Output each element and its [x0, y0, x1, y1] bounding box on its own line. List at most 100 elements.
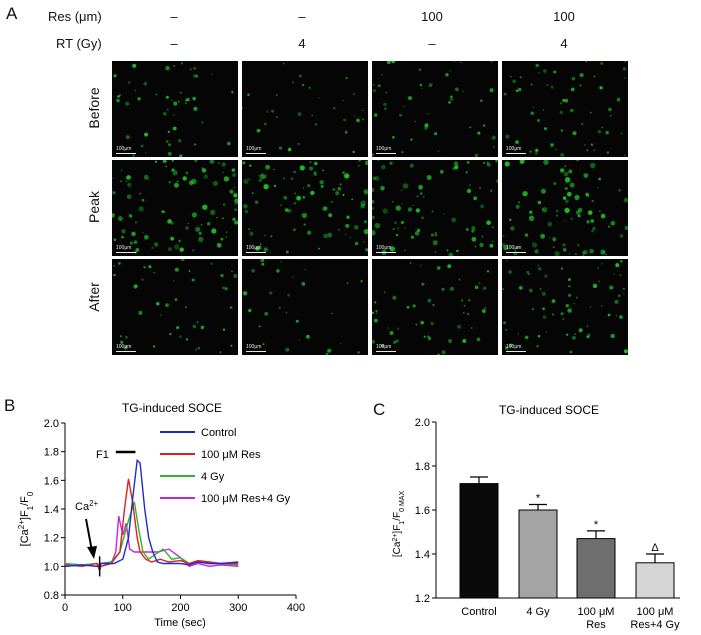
category-label-1: Control	[461, 606, 496, 618]
cell-dot	[410, 235, 415, 239]
cell-dot	[120, 335, 122, 338]
cell-dot	[609, 285, 614, 290]
cell-dot	[346, 282, 349, 285]
cell-dot	[264, 234, 266, 237]
cell-dot	[502, 234, 505, 237]
cell-dot	[363, 241, 365, 243]
cell-dot	[421, 282, 425, 286]
cell-dot	[461, 299, 464, 302]
cell-dot	[395, 234, 399, 237]
cell-dot	[167, 219, 172, 224]
cell-dot	[201, 168, 207, 173]
cell-dot	[372, 339, 376, 344]
cell-dot	[591, 230, 594, 233]
cell-dot	[550, 85, 554, 89]
cell-dot	[387, 327, 389, 329]
y-tick-label: 2.0	[415, 417, 430, 429]
scale-bar: 100μm	[506, 146, 526, 154]
cell-dot	[381, 164, 386, 170]
cell-dot	[624, 154, 627, 157]
cell-dot	[448, 339, 453, 343]
cell-dot	[467, 313, 469, 315]
cell-dot	[449, 97, 454, 101]
micrograph-peak-1: 100μm	[112, 160, 238, 256]
cell-dot	[409, 262, 412, 264]
cell-dot	[579, 74, 581, 76]
cell-dot	[172, 170, 178, 176]
cell-dot	[287, 209, 292, 213]
cell-dot	[307, 230, 312, 235]
scale-bar: 100μm	[246, 245, 266, 253]
cell-dot	[340, 342, 342, 344]
cell-dot	[185, 306, 187, 308]
cell-dot	[233, 193, 238, 198]
cell-dot	[532, 308, 535, 311]
cell-dot	[436, 266, 441, 270]
cell-dot	[165, 95, 169, 99]
cell-dot	[188, 270, 191, 272]
cell-dot	[562, 243, 566, 247]
fluorescence-cells	[372, 61, 496, 157]
cell-dot	[170, 236, 175, 241]
cell-dot	[297, 112, 302, 117]
cell-dot	[285, 208, 289, 212]
f1-annotation: F1	[96, 449, 109, 461]
cell-dot	[154, 160, 158, 163]
cell-dot	[579, 73, 584, 78]
cell-dot	[287, 147, 292, 152]
cell-dot	[457, 324, 462, 329]
cell-dot	[483, 124, 486, 127]
rt-label: RT (Gy)	[56, 36, 102, 51]
cell-dot	[177, 138, 182, 143]
cell-dot	[209, 160, 215, 164]
cell-dot	[222, 217, 224, 220]
cell-dot	[291, 81, 295, 84]
cell-dot	[285, 311, 288, 314]
cell-dot	[193, 74, 197, 78]
cell-dot	[222, 171, 224, 174]
scale-bar: 100μm	[376, 146, 396, 154]
cell-dot	[592, 226, 596, 231]
cell-dot	[541, 291, 546, 296]
cell-dot	[116, 98, 120, 103]
cell-dot	[622, 67, 627, 71]
cell-dot	[201, 121, 204, 124]
cell-dot	[542, 109, 544, 111]
cell-dot	[449, 286, 454, 291]
cell-dot	[373, 318, 378, 323]
cell-dot	[292, 228, 296, 232]
cell-dot	[176, 326, 180, 330]
cell-dot	[559, 110, 564, 115]
cell-dot	[395, 339, 399, 343]
cell-dot	[363, 189, 368, 195]
cell-dot	[162, 160, 167, 163]
cell-dot	[480, 99, 483, 102]
panel-label-a: A	[6, 4, 18, 23]
bar-3	[576, 538, 616, 599]
cell-dot	[560, 168, 565, 173]
cell-dot	[374, 176, 380, 181]
cell-dot	[489, 243, 494, 248]
cell-dot	[231, 90, 234, 94]
cell-dot	[456, 249, 459, 253]
fluorescence-cells	[113, 62, 234, 157]
cell-dot	[283, 62, 285, 65]
cell-dot	[179, 154, 183, 157]
cell-dot	[574, 194, 580, 200]
micrograph-after-2: 100μm	[242, 259, 368, 355]
cell-dot	[372, 215, 375, 220]
cell-dot	[172, 126, 177, 131]
cell-dot	[407, 207, 413, 212]
cell-dot	[212, 180, 218, 187]
scale-bar: 100μm	[116, 146, 136, 154]
cell-dot	[248, 178, 251, 181]
cell-dot	[535, 151, 538, 155]
cell-dot	[530, 111, 534, 115]
y-tick-label: 1.4	[44, 504, 59, 516]
cell-dot	[550, 143, 554, 147]
cell-dot	[142, 231, 144, 234]
cell-dot	[251, 268, 255, 273]
scale-bar: 100μm	[116, 245, 136, 253]
cell-dot	[622, 292, 625, 295]
